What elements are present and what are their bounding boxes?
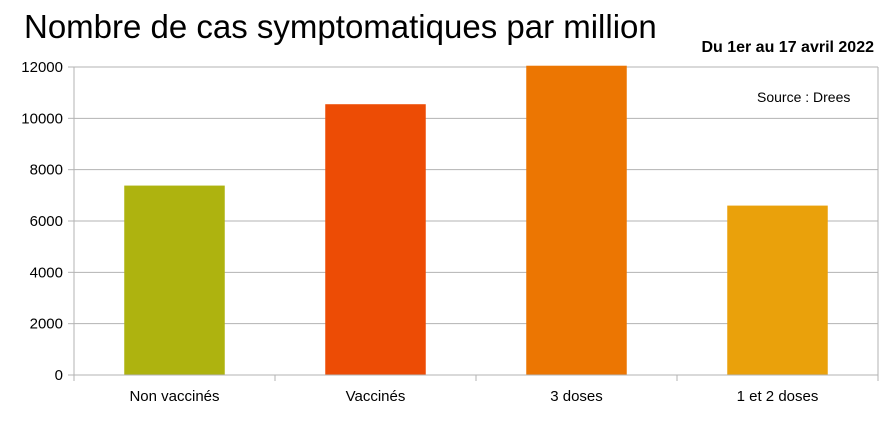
bar-3 <box>526 65 627 375</box>
bar-4 <box>727 205 828 375</box>
x-tick-label-2: Vaccinés <box>346 388 406 405</box>
y-tick-label-10000: 10000 <box>21 110 63 127</box>
chart-title: Nombre de cas symptomatiques par million <box>24 8 657 45</box>
x-tick-label-4: 1 et 2 doses <box>737 388 819 405</box>
bar-2 <box>325 104 426 375</box>
source-annotation: Source : Drees <box>757 89 851 105</box>
x-tick-labels: Non vaccinés Vaccinés 3 doses 1 et 2 doses <box>129 388 818 405</box>
bars <box>124 65 828 375</box>
bar-1 <box>124 185 225 375</box>
y-tick-label-2000: 2000 <box>30 316 63 333</box>
y-tick-label-12000: 12000 <box>21 59 63 76</box>
axes <box>68 66 879 381</box>
y-tick-label-0: 0 <box>55 367 63 384</box>
y-tick-label-6000: 6000 <box>30 213 63 230</box>
y-tick-label-4000: 4000 <box>30 264 63 281</box>
x-tick-label-1: Non vaccinés <box>129 388 219 405</box>
x-tick-label-3: 3 doses <box>550 388 603 405</box>
y-tick-label-8000: 8000 <box>30 162 63 179</box>
y-tick-labels: 0 2000 4000 6000 8000 10000 12000 <box>21 59 63 384</box>
chart-subtitle: Du 1er au 17 avril 2022 <box>701 39 874 56</box>
